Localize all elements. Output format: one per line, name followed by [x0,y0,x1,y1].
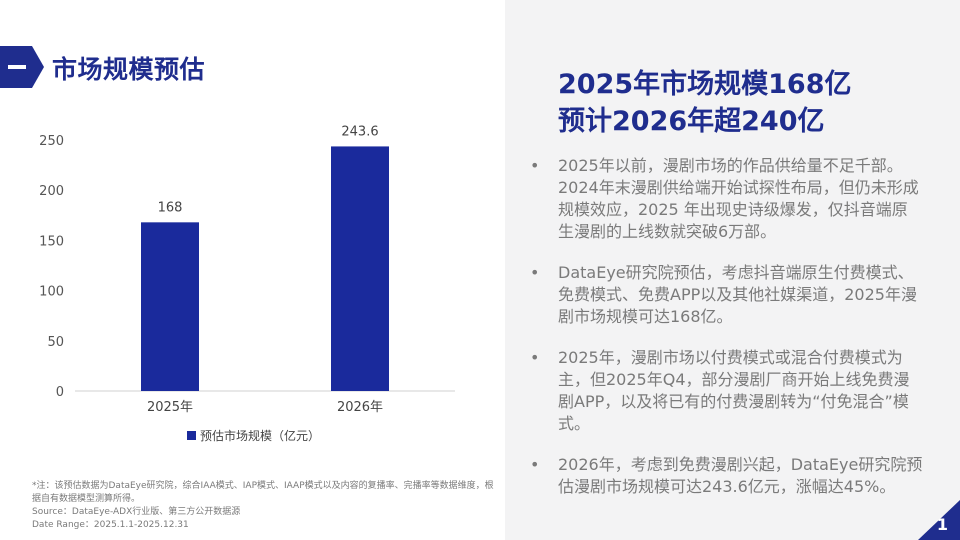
bar [141,222,199,391]
bar-value-label: 168 [158,200,183,215]
legend-label: 预估市场规模（亿元） [200,428,320,443]
y-tick-label: 150 [39,234,64,249]
footnote-method: *注：该预估数据为DataEye研究院，综合IAA模式、IAP模式、IAAP模式… [32,481,494,504]
right-panel [505,0,960,540]
bullet-dot: • [530,455,540,474]
bullet-item: • 2026年，考虑到免费漫剧兴起，DataEye研究院预估漫剧市场规模可达243… [528,454,923,498]
headline-line-1: 2025年市场规模168亿 [558,69,852,100]
y-tick-label: 0 [56,385,64,400]
bullet-item: • DataEye研究院预估，考虑抖音端原生付费模式、免费模式、免费APP以及其他… [528,262,923,328]
y-tick-label: 200 [39,184,64,199]
headline: 2025年市场规模168亿 预计2026年超240亿 [558,66,948,140]
footnote: *注：该预估数据为DataEye研究院，综合IAA模式、IAP模式、IAAP模式… [32,480,502,532]
bar-value-label: 243.6 [341,124,378,139]
y-tick-label: 100 [39,285,64,300]
bullet-text: 2025年，漫剧市场以付费模式或混合付费模式为主，但2025年Q4，部分漫剧厂商… [558,348,910,433]
x-tick-label: 2025年 [147,400,193,415]
bullet-text: DataEye研究院预估，考虑抖音端原生付费模式、免费模式、免费APP以及其他社… [558,263,917,326]
headline-line-2: 预计2026年超240亿 [558,106,825,137]
section-title: 市场规模预估 [52,55,206,84]
bar [331,146,389,391]
bullet-item: • 2025年，漫剧市场以付费模式或混合付费模式为主，但2025年Q4，部分漫剧厂… [528,347,923,435]
y-tick-label: 50 [47,335,64,350]
bullet-item: • 2025年以前，漫剧市场的作品供给量不足千部。2024年末漫剧供给端开始试探性… [528,155,923,243]
bullet-list: • 2025年以前，漫剧市场的作品供给量不足千部。2024年末漫剧供给端开始试探性… [528,155,923,517]
bar-chart: 0 50 100 150 200 250 168 2025年 243.6 2026年预估市场规模（… [0,120,505,450]
section-marker [0,46,44,88]
page-number: 1 [936,515,948,534]
legend-swatch [187,431,196,440]
y-tick-label: 250 [39,134,64,149]
footnote-date-range: Date Range：2025.1.1-2025.12.31 [32,520,189,530]
page-number-badge: 1 [918,500,960,540]
bullet-text: 2026年，考虑到免费漫剧兴起，DataEye研究院预估漫剧市场规模可达243.… [558,455,923,496]
bullet-dot: • [530,156,540,175]
bullet-dot: • [530,348,540,367]
x-tick-label: 2026年 [337,400,383,415]
bar-chart-svg: 0 50 100 150 200 250 168 2025年 243.6 2026年预估市场规模（… [39,124,455,443]
bullet-dot: • [530,263,540,282]
bullet-text: 2025年以前，漫剧市场的作品供给量不足千部。2024年末漫剧供给端开始试探性布… [558,156,919,241]
footnote-source: Source：DataEye-ADX行业版、第三方公开数据源 [32,507,241,517]
